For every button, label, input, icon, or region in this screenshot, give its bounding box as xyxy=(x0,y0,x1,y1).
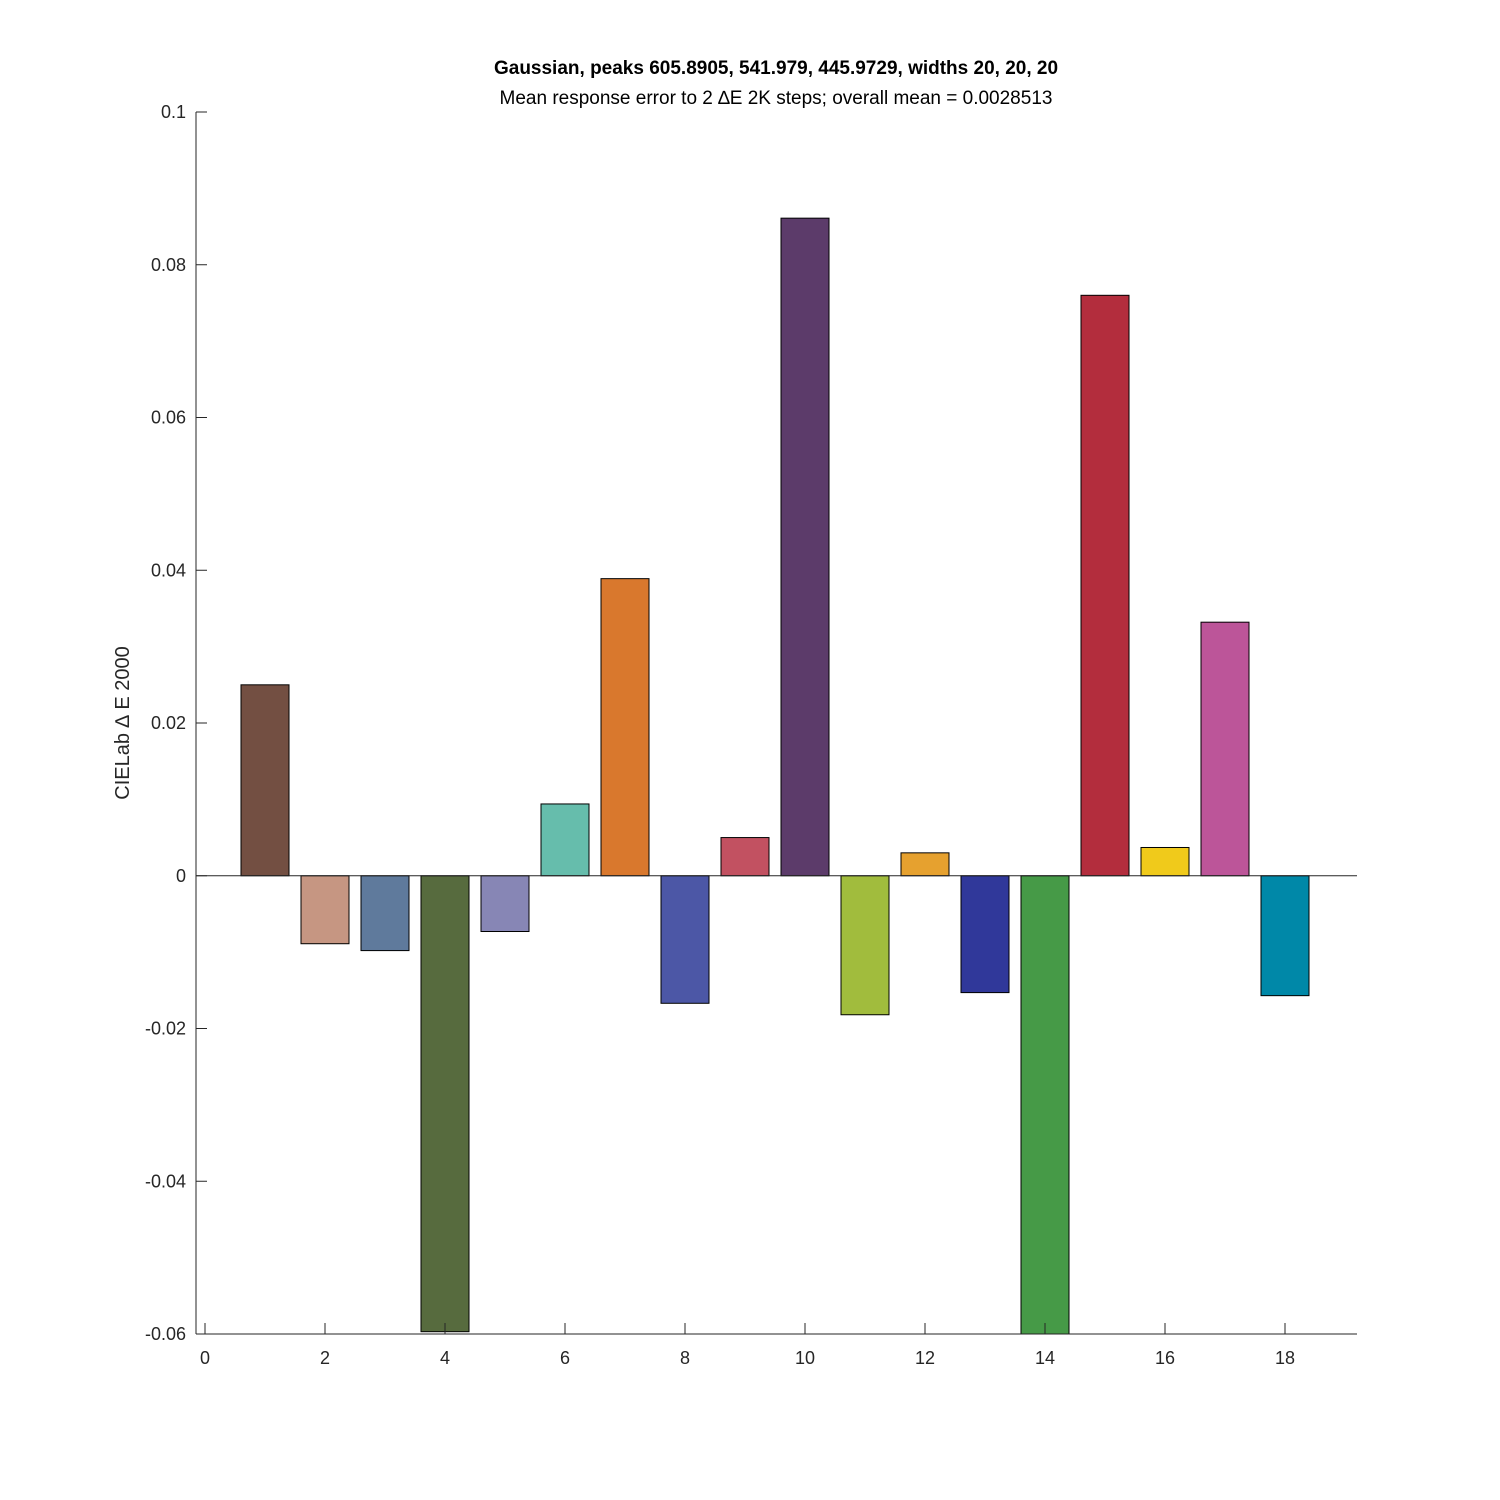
bar-1 xyxy=(240,684,290,877)
bar-14 xyxy=(1020,875,1070,1335)
bar-16 xyxy=(1140,846,1190,877)
x-tick-label: 14 xyxy=(1035,1348,1055,1368)
bar-13 xyxy=(960,875,1010,994)
y-tick-label: 0.04 xyxy=(151,560,186,580)
chart-subtitle: Mean response error to 2 ∆E 2K steps; ov… xyxy=(500,88,1053,109)
x-tick-label: 12 xyxy=(915,1348,935,1368)
y-tick-label: 0.06 xyxy=(151,408,186,428)
y-tick-label: 0.08 xyxy=(151,255,186,275)
bar-10 xyxy=(780,217,830,877)
x-tick-label: 8 xyxy=(680,1348,690,1368)
bar-3 xyxy=(360,875,410,952)
x-axis-ticks: 0 2 4 6 8 10 12 14 16 18 xyxy=(200,1323,1295,1368)
y-tick-label: -0.02 xyxy=(145,1019,186,1039)
bar-15 xyxy=(1080,294,1130,877)
x-tick-label: 16 xyxy=(1155,1348,1175,1368)
bar-5 xyxy=(480,875,530,933)
x-tick-label: 18 xyxy=(1275,1348,1295,1368)
chart-title: Gaussian, peaks 605.8905, 541.979, 445.9… xyxy=(494,58,1058,79)
bar-12 xyxy=(900,852,950,877)
x-tick-label: 6 xyxy=(560,1348,570,1368)
x-tick-label: 0 xyxy=(200,1348,210,1368)
bar-9 xyxy=(720,837,770,877)
y-tick-label: 0 xyxy=(176,866,186,886)
y-tick-label: -0.04 xyxy=(145,1171,186,1191)
bar-11 xyxy=(840,875,890,1016)
x-tick-label: 10 xyxy=(795,1348,815,1368)
x-tick-label: 2 xyxy=(320,1348,330,1368)
bar-2 xyxy=(300,875,350,945)
bar-7 xyxy=(600,578,650,877)
y-tick-label: -0.06 xyxy=(145,1324,186,1344)
y-axis-label: CIELab ∆ E 2000 xyxy=(112,646,134,799)
y-axis-ticks: -0.06 -0.04 -0.02 0 0.02 0.04 0.06 0.08 0.1 xyxy=(145,102,207,1344)
bar-17 xyxy=(1200,621,1250,877)
bar-8 xyxy=(660,875,710,1004)
bar-4 xyxy=(420,875,470,1333)
x-tick-label: 4 xyxy=(440,1348,450,1368)
bars-group xyxy=(240,217,1310,1335)
y-tick-label: 0.1 xyxy=(161,102,186,122)
y-tick-label: 0.02 xyxy=(151,713,186,733)
bar-6 xyxy=(540,803,590,877)
bar-18 xyxy=(1260,875,1310,997)
